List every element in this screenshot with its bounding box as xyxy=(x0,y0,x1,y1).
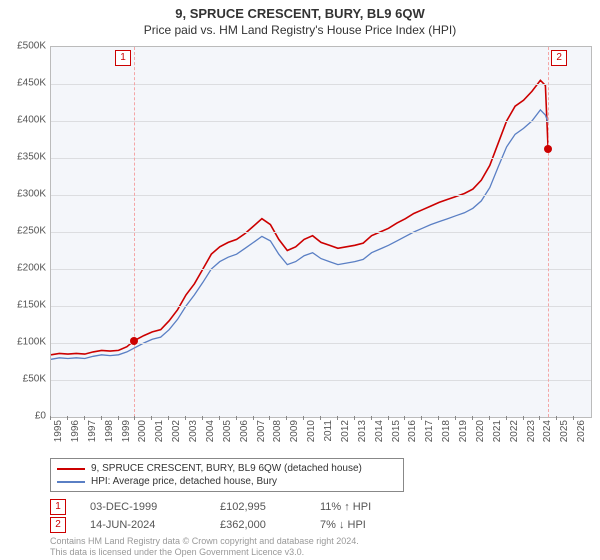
x-tick-label: 1998 xyxy=(104,420,115,450)
x-tick-label: 2001 xyxy=(154,420,165,450)
footer-line-1: Contains HM Land Registry data © Crown c… xyxy=(50,536,359,547)
sale-dot xyxy=(130,337,138,345)
x-tick-label: 2017 xyxy=(424,420,435,450)
sale-date-2: 14-JUN-2024 xyxy=(90,519,220,531)
sale-marker-2: 2 xyxy=(50,517,66,533)
sales-row: 2 14-JUN-2024 £362,000 7% ↓ HPI xyxy=(50,516,400,534)
legend-row: HPI: Average price, detached house, Bury xyxy=(57,476,397,487)
x-tick-label: 2020 xyxy=(475,420,486,450)
x-tick-label: 2026 xyxy=(576,420,587,450)
x-tick-label: 2016 xyxy=(407,420,418,450)
x-tick-label: 2011 xyxy=(323,420,334,450)
legend-swatch-hpi xyxy=(57,481,85,483)
y-tick-label: £350K xyxy=(2,152,46,163)
legend-box: 9, SPRUCE CRESCENT, BURY, BL9 6QW (detac… xyxy=(50,458,404,492)
sale-price-2: £362,000 xyxy=(220,519,320,531)
sale-delta-1: 11% ↑ HPI xyxy=(320,501,400,513)
x-tick-label: 2007 xyxy=(256,420,267,450)
x-tick-label: 2003 xyxy=(188,420,199,450)
x-tick-label: 2014 xyxy=(374,420,385,450)
plot-area xyxy=(50,46,592,418)
x-tick-label: 2021 xyxy=(492,420,503,450)
x-tick-label: 2022 xyxy=(509,420,520,450)
x-tick-label: 1995 xyxy=(53,420,64,450)
series-hpi xyxy=(51,110,548,359)
x-tick-label: 1999 xyxy=(121,420,132,450)
y-tick-label: £50K xyxy=(2,374,46,385)
y-tick-label: £0 xyxy=(2,411,46,422)
x-tick-label: 2005 xyxy=(222,420,233,450)
legend-label-hpi: HPI: Average price, detached house, Bury xyxy=(91,476,277,487)
x-tick-label: 2002 xyxy=(171,420,182,450)
legend-row: 9, SPRUCE CRESCENT, BURY, BL9 6QW (detac… xyxy=(57,463,397,474)
x-tick-label: 2000 xyxy=(137,420,148,450)
x-tick-label: 2015 xyxy=(391,420,402,450)
x-tick-label: 1996 xyxy=(70,420,81,450)
x-tick-label: 1997 xyxy=(87,420,98,450)
chart-title-address: 9, SPRUCE CRESCENT, BURY, BL9 6QW xyxy=(0,0,600,21)
chart-subtitle: Price paid vs. HM Land Registry's House … xyxy=(0,21,600,37)
y-tick-label: £400K xyxy=(2,115,46,126)
footer-text: Contains HM Land Registry data © Crown c… xyxy=(50,536,359,558)
x-tick-label: 2025 xyxy=(559,420,570,450)
legend-label-property: 9, SPRUCE CRESCENT, BURY, BL9 6QW (detac… xyxy=(91,463,362,474)
x-tick-label: 2012 xyxy=(340,420,351,450)
x-tick-label: 2008 xyxy=(272,420,283,450)
x-tick-label: 2010 xyxy=(306,420,317,450)
footer-line-2: This data is licensed under the Open Gov… xyxy=(50,547,359,558)
y-tick-label: £500K xyxy=(2,41,46,52)
x-tick-label: 2023 xyxy=(526,420,537,450)
x-tick-label: 2019 xyxy=(458,420,469,450)
x-tick-label: 2006 xyxy=(239,420,250,450)
sale-marker-1: 1 xyxy=(50,499,66,515)
x-tick-label: 2018 xyxy=(441,420,452,450)
chart-container: 9, SPRUCE CRESCENT, BURY, BL9 6QW Price … xyxy=(0,0,600,560)
y-tick-label: £250K xyxy=(2,226,46,237)
sale-marker-box: 2 xyxy=(551,50,567,66)
y-tick-label: £150K xyxy=(2,300,46,311)
y-tick-label: £200K xyxy=(2,263,46,274)
legend-swatch-property xyxy=(57,468,85,470)
y-tick-label: £100K xyxy=(2,337,46,348)
x-tick-label: 2013 xyxy=(357,420,368,450)
sale-dot xyxy=(544,145,552,153)
sale-price-1: £102,995 xyxy=(220,501,320,513)
x-tick-label: 2024 xyxy=(542,420,553,450)
sale-marker-box: 1 xyxy=(115,50,131,66)
x-tick-label: 2004 xyxy=(205,420,216,450)
x-tick-label: 2009 xyxy=(289,420,300,450)
sales-table: 1 03-DEC-1999 £102,995 11% ↑ HPI 2 14-JU… xyxy=(50,498,400,534)
sales-row: 1 03-DEC-1999 £102,995 11% ↑ HPI xyxy=(50,498,400,516)
y-tick-label: £300K xyxy=(2,189,46,200)
y-tick-label: £450K xyxy=(2,78,46,89)
sale-delta-2: 7% ↓ HPI xyxy=(320,519,400,531)
sale-date-1: 03-DEC-1999 xyxy=(90,501,220,513)
